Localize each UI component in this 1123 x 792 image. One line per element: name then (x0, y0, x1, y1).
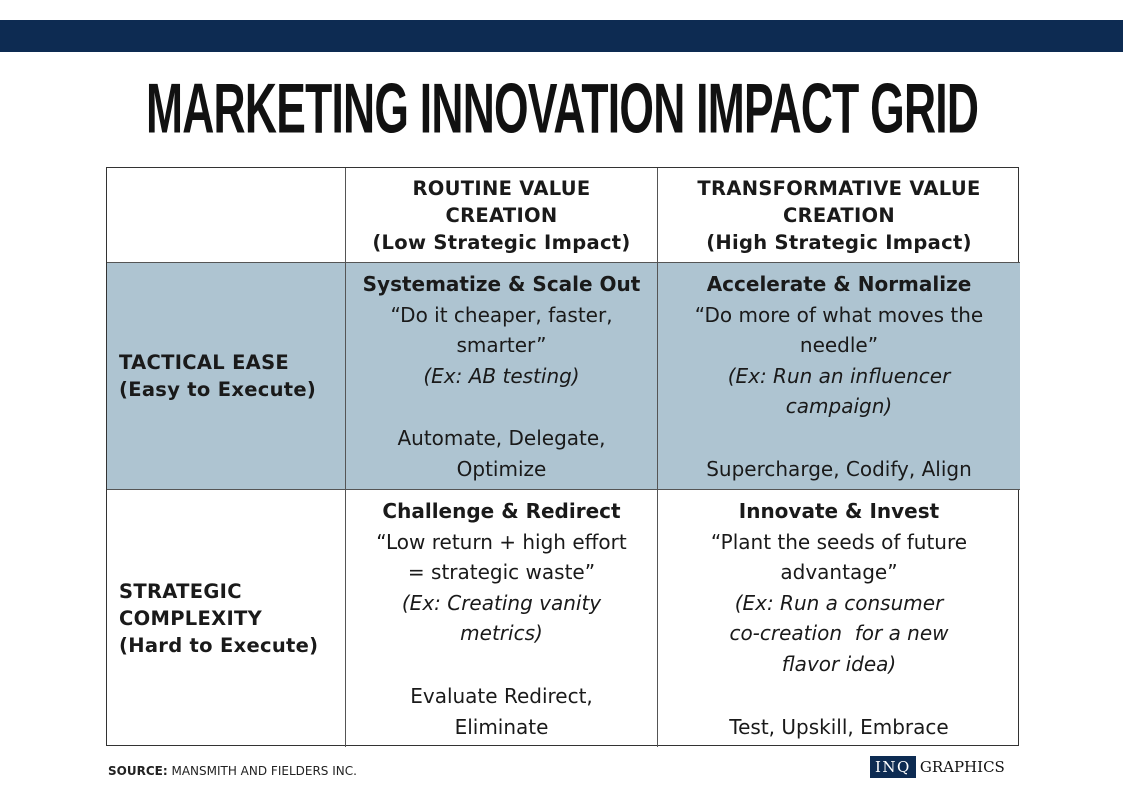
cell-action-line: Supercharge, Codify, Align (706, 456, 972, 481)
row-label-line: STRATEGIC (119, 580, 242, 603)
cell-action-line: Optimize (456, 456, 547, 481)
cell-action-line: Evaluate Redirect, (410, 684, 593, 708)
column-header-routine: ROUTINE VALUE CREATION (Low Strategic Im… (346, 168, 658, 263)
cell-quote-line: “Do it cheaper, faster, (390, 302, 613, 327)
column-header-line: TRANSFORMATIVE VALUE (697, 176, 981, 200)
cell-example-line: (Ex: Run a consumer (734, 590, 944, 615)
corner-cell (107, 168, 346, 263)
row-label-line: COMPLEXITY (119, 607, 263, 630)
cell-challenge-redirect: Challenge & Redirect “Low return + high … (346, 490, 658, 747)
cell-quote-line: “Low return + high effort (376, 529, 627, 554)
cell-quote-line: needle” (799, 333, 879, 357)
column-header-line: CREATION (782, 203, 896, 227)
cell-quote-line: = strategic waste” (407, 560, 596, 584)
cell-example-line: co-creation for a new (729, 621, 949, 645)
cell-quote-line: smarter” (456, 333, 547, 357)
graphics-wordmark: GRAPHICS (919, 758, 1005, 776)
cell-systematize-scale-out: Systematize & Scale Out “Do it cheaper, … (346, 263, 658, 490)
cell-example-line: (Ex: Run an influencer (727, 363, 951, 388)
page-title: MARKETING INNOVATION IMPACT GRID (145, 68, 979, 148)
inq-graphics-logo: INQ GRAPHICS (870, 756, 1005, 778)
column-header-line: ROUTINE VALUE (412, 176, 591, 200)
row-label-tactical-ease: TACTICAL EASE (Easy to Execute) (107, 263, 346, 490)
cell-innovate-invest: Innovate & Invest “Plant the seeds of fu… (658, 490, 1020, 747)
column-header-line: (Low Strategic Impact) (372, 230, 631, 254)
cell-title: Systematize & Scale Out (362, 272, 641, 296)
cell-content: Innovate & Invest “Plant the seeds of fu… (711, 496, 967, 679)
source-note: SOURCE: MANSMITH AND FIELDERS INC. (108, 762, 357, 780)
cell-content: Systematize & Scale Out “Do it cheaper, … (363, 269, 641, 391)
cell-example-line: flavor idea) (781, 651, 897, 676)
cell-title: Innovate & Invest (738, 499, 940, 523)
row-label-line: (Easy to Execute) (119, 378, 317, 401)
cell-action-line: Test, Upskill, Embrace (729, 714, 949, 739)
cell-title: Challenge & Redirect (382, 499, 621, 523)
cell-action-line: Automate, Delegate, (397, 426, 606, 450)
column-header-line: (High Strategic Impact) (706, 230, 972, 254)
cell-quote-line: “Plant the seeds of future (710, 529, 968, 554)
column-header-line: CREATION (445, 203, 558, 227)
source-text: MANSMITH AND FIELDERS INC. (171, 764, 357, 778)
cell-quote-line: advantage” (780, 560, 898, 584)
cell-action-line: Eliminate (454, 714, 549, 739)
column-header-transformative: TRANSFORMATIVE VALUE CREATION (High Stra… (658, 168, 1020, 263)
cell-content: Challenge & Redirect “Low return + high … (376, 496, 626, 649)
cell-actions: Evaluate Redirect, Eliminate (410, 681, 593, 742)
cell-actions: Test, Upskill, Embrace (729, 712, 948, 743)
cell-example-line: metrics) (460, 621, 543, 645)
cell-title: Accelerate & Normalize (706, 272, 972, 296)
row-label-line: TACTICAL EASE (119, 351, 290, 374)
impact-grid-table: ROUTINE VALUE CREATION (Low Strategic Im… (106, 167, 1020, 747)
cell-actions: Automate, Delegate, Optimize (397, 423, 605, 484)
cell-example-line: (Ex: Creating vanity (401, 590, 602, 615)
row-label-line: (Hard to Execute) (119, 634, 319, 657)
cell-quote-line: “Do more of what moves the (694, 302, 984, 327)
row-label-strategic-complexity: STRATEGIC COMPLEXITY (Hard to Execute) (107, 490, 346, 747)
cell-accelerate-normalize: Accelerate & Normalize “Do more of what … (658, 263, 1020, 490)
top-banner (0, 20, 1123, 52)
cell-actions: Supercharge, Codify, Align (706, 454, 972, 485)
inq-badge: INQ (870, 756, 916, 778)
cell-example-line: (Ex: AB testing) (423, 363, 580, 388)
cell-example-line: campaign) (785, 394, 893, 418)
source-label: SOURCE: (108, 764, 168, 778)
cell-content: Accelerate & Normalize “Do more of what … (695, 269, 984, 422)
